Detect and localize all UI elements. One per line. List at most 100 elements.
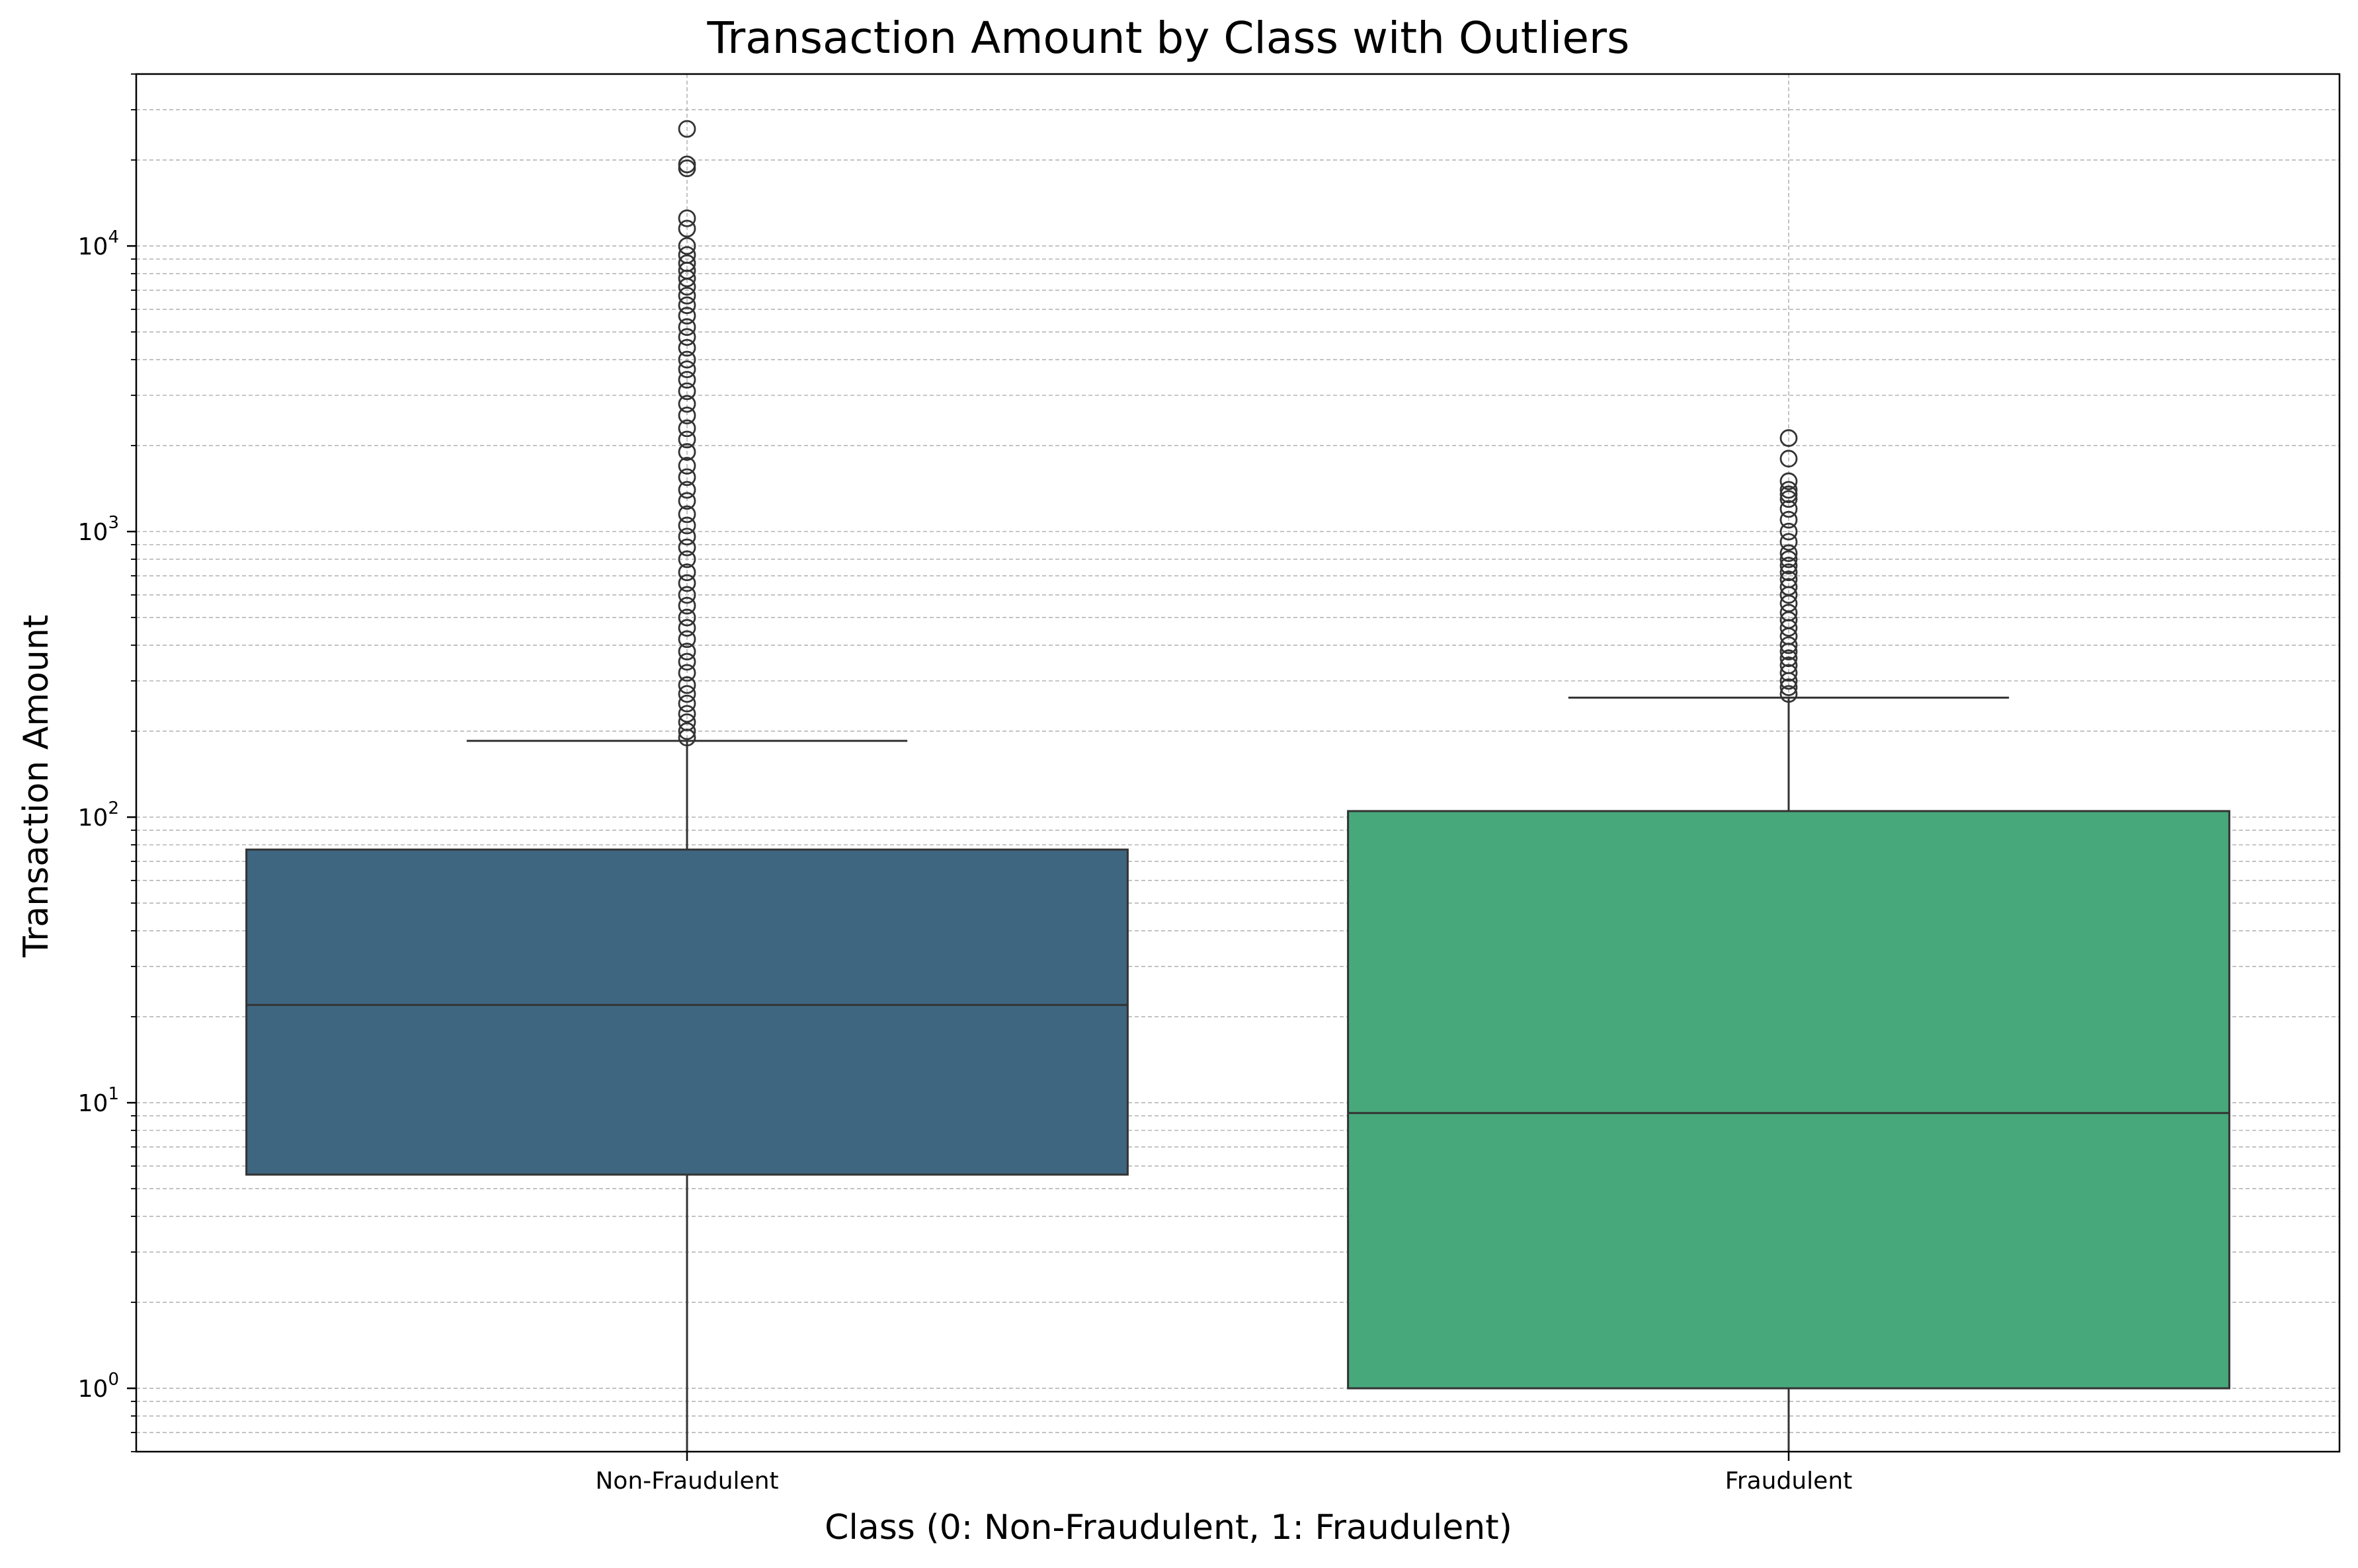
outlier-point — [1779, 685, 1798, 703]
outlier-point — [1779, 636, 1798, 654]
outlier-point — [678, 360, 696, 379]
y-tick-label-base: 10 — [78, 233, 108, 260]
x-tick-label: Fraudulent — [1725, 1468, 1853, 1495]
y-tick-label-exponent: 1 — [108, 1084, 119, 1104]
box-iqr — [1347, 810, 2230, 1390]
outlier-point — [678, 685, 696, 703]
y-tick-label-base: 10 — [78, 1376, 108, 1403]
outlier-point — [678, 155, 696, 174]
box-iqr — [245, 848, 1129, 1176]
outlier-point — [678, 209, 696, 227]
x-tick-label: Non-Fraudulent — [595, 1468, 778, 1495]
y-tick-label: 103 — [78, 513, 119, 546]
outlier-point — [678, 382, 696, 401]
y-tick-label-base: 10 — [78, 519, 108, 546]
y-tick-label: 104 — [78, 227, 119, 260]
outlier-point — [678, 505, 696, 524]
outlier-point — [1779, 500, 1798, 518]
y-tick-label: 101 — [78, 1084, 119, 1117]
outlier-point — [1779, 570, 1798, 588]
y-tick-label-exponent: 3 — [108, 513, 119, 533]
box-group — [245, 120, 1129, 1452]
outlier-point — [678, 574, 696, 592]
outlier-point — [678, 296, 696, 315]
outlier-point — [678, 563, 696, 582]
outlier-point — [678, 664, 696, 682]
chart-title: Transaction Amount by Class with Outlier… — [707, 13, 1630, 63]
outlier-point — [678, 643, 696, 661]
outlier-point — [678, 619, 696, 637]
outlier-point — [678, 492, 696, 510]
outlier-point — [1779, 563, 1798, 582]
outlier-point — [678, 481, 696, 499]
outlier-point — [1779, 604, 1798, 622]
outlier-point — [1779, 664, 1798, 682]
outlier-point — [678, 120, 696, 138]
outlier-point — [678, 586, 696, 604]
y-tick-label: 102 — [78, 799, 119, 832]
outlier-point — [678, 395, 696, 413]
outlier-point — [678, 419, 696, 438]
box-group — [1347, 429, 2230, 1452]
outlier-point — [678, 318, 696, 336]
outlier-point — [678, 307, 696, 325]
outlier-point — [1779, 485, 1798, 504]
y-tick-label-exponent: 2 — [108, 799, 119, 818]
outlier-point — [678, 713, 696, 731]
y-axis-label: Transaction Amount — [17, 615, 56, 958]
outlier-point — [1779, 578, 1798, 596]
outlier-point — [678, 722, 696, 740]
box-series — [245, 120, 2230, 1452]
plot-frame — [135, 73, 2341, 1453]
outlier-point — [678, 596, 696, 615]
outlier-point — [1779, 550, 1798, 568]
y-tick-label-base: 10 — [78, 1090, 108, 1117]
outlier-point — [678, 430, 696, 449]
y-tick-label-base: 10 — [78, 804, 108, 832]
outlier-point — [678, 676, 696, 694]
outlier-point — [1779, 472, 1798, 490]
y-tick-label-exponent: 4 — [108, 227, 119, 247]
outlier-point — [1779, 656, 1798, 674]
outlier-point — [678, 254, 696, 272]
outlier-point — [1779, 533, 1798, 551]
outlier-point — [1779, 649, 1798, 668]
outlier-point — [678, 328, 696, 346]
outlier-point — [678, 528, 696, 546]
outlier-point — [1779, 557, 1798, 575]
outlier-point — [1779, 450, 1798, 468]
outlier-point — [678, 468, 696, 487]
outlier-point — [678, 652, 696, 671]
outlier-point — [1779, 429, 1798, 448]
outlier-point — [1779, 510, 1798, 529]
y-tick-label-exponent: 0 — [108, 1370, 119, 1390]
outlier-point — [1779, 481, 1798, 499]
outlier-point — [678, 538, 696, 557]
outlier-point — [1779, 678, 1798, 697]
outlier-point — [678, 371, 696, 389]
outlier-point — [678, 219, 696, 238]
outlier-point — [678, 338, 696, 357]
outlier-point — [1779, 522, 1798, 541]
outlier-point — [678, 516, 696, 535]
outlier-point — [678, 457, 696, 475]
outlier-point — [678, 550, 696, 568]
outlier-point — [678, 286, 696, 305]
outlier-point — [678, 630, 696, 648]
outlier-point — [678, 246, 696, 264]
outlier-point — [1779, 490, 1798, 508]
outlier-point — [678, 608, 696, 627]
outlier-point — [678, 694, 696, 713]
outlier-point — [678, 705, 696, 723]
outlier-point — [678, 237, 696, 255]
outlier-point — [678, 443, 696, 461]
outlier-point — [678, 350, 696, 369]
outlier-point — [1779, 544, 1798, 563]
y-tick-label: 100 — [78, 1370, 119, 1403]
x-axis: Non-Fraudulent Fraudulent — [595, 1452, 1852, 1495]
x-axis-label: Class (0: Non-Fraudulent, 1: Fraudulent) — [825, 1508, 1512, 1548]
